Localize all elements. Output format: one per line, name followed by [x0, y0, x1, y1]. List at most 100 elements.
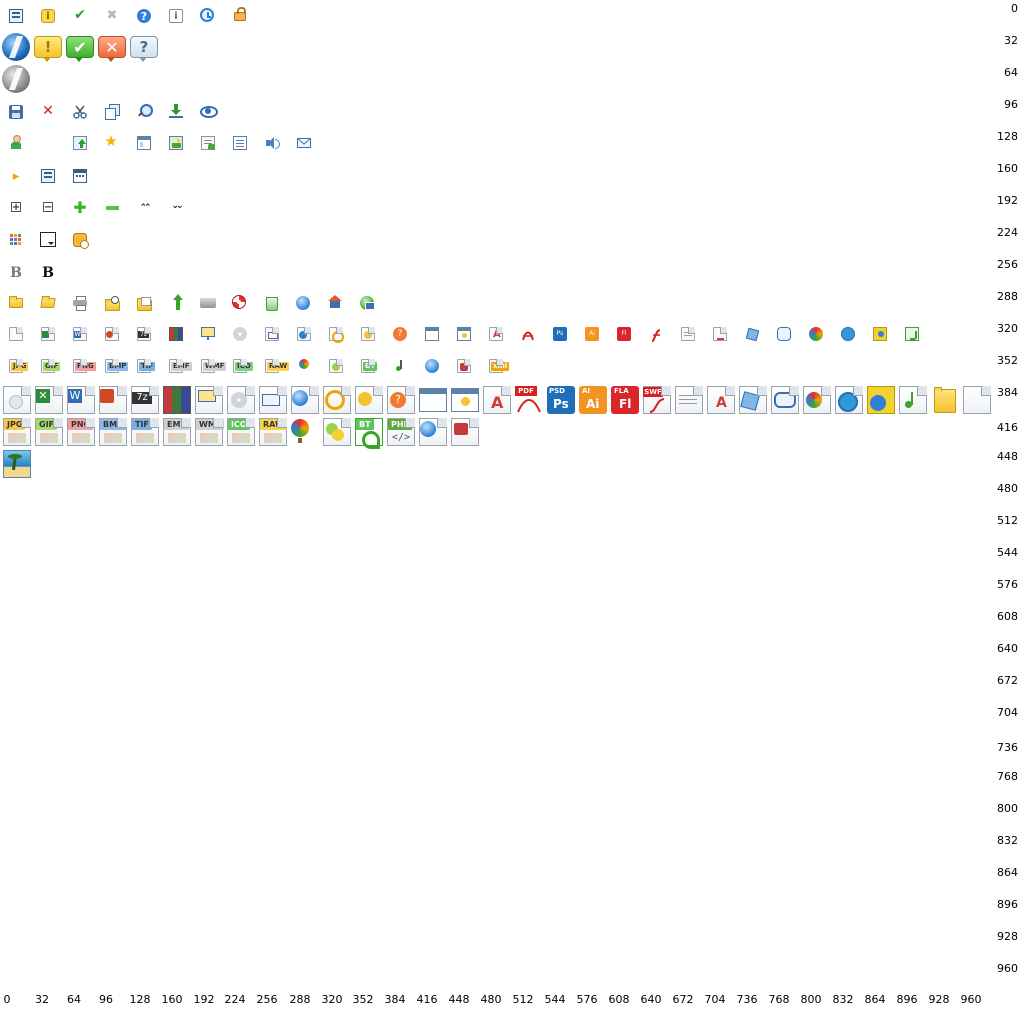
file-word-letter: W	[74, 331, 81, 338]
text-font-letter: A	[716, 395, 727, 411]
x-label: 352	[352, 993, 374, 1006]
add-icon[interactable]: ✚	[73, 197, 87, 217]
file-large-script-icon	[323, 386, 351, 414]
file-large-word-icon: W	[67, 386, 95, 414]
file-large-app-icon	[451, 388, 479, 412]
file-large-psd-icon: PSD Ps	[547, 386, 575, 414]
x-label: 576	[576, 993, 598, 1006]
ai-label: AI	[582, 387, 591, 395]
x-label: 64	[67, 993, 81, 1006]
y-label: 352	[997, 354, 1018, 367]
file-large-pdf-icon: PDF	[515, 386, 543, 414]
file-fla-icon: Fl	[617, 327, 631, 341]
y-label: 0	[1011, 2, 1018, 15]
file-large-presentation-icon	[195, 386, 223, 414]
file-jpg-label: JPG	[11, 362, 29, 371]
x-label: 736	[736, 993, 758, 1006]
y-label: 704	[997, 706, 1018, 719]
drive-icon	[200, 298, 216, 308]
file-7z-label: 7z	[138, 331, 149, 338]
x-label: 192	[193, 993, 215, 1006]
mail-icon	[297, 138, 311, 148]
x-label: 864	[864, 993, 886, 1006]
file-large-excel-icon: ✕	[35, 386, 63, 414]
expand-icon[interactable]: +	[11, 201, 21, 213]
file-balloon-icon	[297, 359, 311, 373]
file-word-icon: W	[73, 327, 87, 341]
file-bmp-label: BMP	[107, 362, 129, 371]
ai2-label: Ai	[586, 397, 600, 411]
list-icon	[9, 9, 23, 23]
file-large-video-icon	[867, 386, 895, 414]
x-label: 384	[384, 993, 406, 1006]
file-quicktime-icon	[841, 327, 855, 341]
warning-bubble-icon: !	[34, 36, 62, 62]
ps-label: Ps	[553, 397, 569, 411]
favorite-star-icon: ★	[104, 132, 118, 150]
file-large-config-icon	[355, 386, 383, 414]
file-large-text-font-icon: A	[707, 386, 735, 414]
file-large-jpg-icon: JPG	[3, 418, 31, 446]
file-jpg-icon: JPG	[9, 359, 29, 373]
info-yellow-icon: i	[41, 9, 55, 23]
x-label: 960	[960, 993, 982, 1006]
file-large-chat-icon	[771, 386, 799, 414]
file-large-photo-icon	[3, 450, 31, 478]
collapse-icon[interactable]: −	[43, 201, 53, 213]
question-bubble-icon: ?	[130, 36, 158, 62]
y-label: 544	[997, 546, 1018, 559]
y-label: 672	[997, 674, 1018, 687]
y-label: 864	[997, 866, 1018, 879]
search-icon	[137, 104, 153, 118]
file-powerpoint-icon	[105, 327, 119, 341]
file-key-icon	[457, 359, 471, 373]
file-large-quicktime-icon	[835, 386, 863, 414]
file-large-media-icon	[803, 386, 831, 414]
file-large-powerpoint-icon	[99, 386, 127, 414]
bmp-label: BMP	[100, 419, 126, 430]
file-gif-icon: GIF	[41, 359, 61, 373]
file-config-icon	[361, 327, 375, 341]
calendar-icon	[73, 169, 87, 183]
file-large-emf-icon: EMF	[163, 418, 191, 446]
word-letter: W	[68, 389, 82, 403]
x-label: 416	[416, 993, 438, 1006]
x-label: 512	[512, 993, 534, 1006]
file-window-icon	[425, 327, 439, 341]
y-label: 288	[997, 290, 1018, 303]
x-label: 704	[704, 993, 726, 1006]
folder-open-icon	[40, 298, 56, 308]
file-large-archive-icon	[163, 386, 191, 414]
document-settings-icon	[201, 136, 215, 150]
network-globe-icon	[360, 296, 375, 310]
file-ico-label: ICO	[235, 362, 253, 371]
y-label: 640	[997, 642, 1018, 655]
remove-icon[interactable]	[106, 206, 119, 210]
help-icon: ?	[137, 9, 151, 23]
file-large-help-icon: ?	[387, 386, 415, 414]
file-wmf-label: WMF	[203, 362, 227, 371]
file-bt-label: BT	[363, 362, 378, 371]
y-label: 768	[997, 770, 1018, 783]
info-icon: i	[169, 9, 183, 23]
swf-label: SWF	[643, 387, 663, 397]
file-large-html-icon	[291, 386, 319, 414]
raw-label: RAW	[260, 419, 287, 430]
x-label: 608	[608, 993, 630, 1006]
double-down-icon[interactable]: ⌄⌄	[171, 201, 183, 211]
bold-disabled-icon: B	[10, 265, 22, 281]
file-emf-icon: EMF	[169, 359, 192, 373]
ico-label: ICO	[228, 419, 250, 430]
x-label: 640	[640, 993, 662, 1006]
y-label: 256	[997, 258, 1018, 271]
file-text-font-icon	[713, 327, 727, 341]
file-wmf-icon: WMF	[201, 359, 227, 373]
y-label: 512	[997, 514, 1018, 527]
x-label: 800	[800, 993, 822, 1006]
file-large-smiley-icon	[323, 418, 351, 446]
x-label: 224	[224, 993, 246, 1006]
double-up-icon[interactable]: ⌃⌃	[139, 203, 151, 213]
file-ico-icon: ICO	[233, 359, 253, 373]
open-folder-icon	[137, 296, 152, 311]
file-large-ico-icon: ICO	[227, 418, 255, 446]
